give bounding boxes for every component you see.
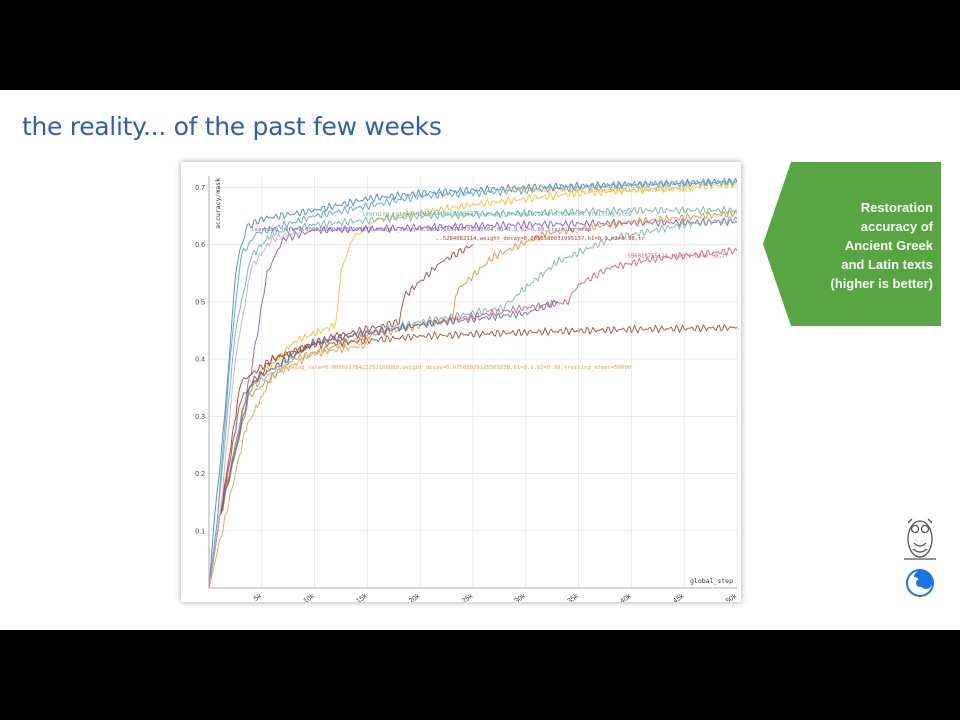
y-tick-label: 0.7 — [195, 185, 205, 192]
run-label: ..56278234,weight_decay=0.16556558002413… — [499, 187, 695, 193]
chart-annotations: learning_rate=0.0000644180655186375,weig… — [251, 187, 741, 370]
series-line — [208, 181, 738, 589]
y-tick-label: 0.5 — [195, 299, 205, 306]
callout-arrow-shape — [763, 162, 941, 326]
run-label: ..tr — [737, 325, 741, 331]
callout-line: Restoration — [860, 200, 933, 215]
series-line — [208, 227, 305, 589]
x-tick-label: 20k — [408, 593, 422, 602]
slide-title: the reality... of the past few weeks — [22, 112, 442, 141]
run-label: learning_rate=0.00001178423252166888,wei… — [278, 365, 632, 371]
owl-icon — [904, 518, 936, 560]
series-line — [208, 210, 738, 589]
x-tick-label: 35k — [566, 593, 580, 602]
x-tick-label: 15k — [355, 593, 369, 602]
chart-grid — [209, 176, 738, 588]
series-line — [208, 216, 738, 589]
slide: the reality... of the past few weeks 0.1… — [0, 90, 960, 630]
accuracy-line-chart: 0.1 0.2 0.3 0.4 0.5 0.6 0.7 5k 10k 15k 20k 25k 30k 35… — [195, 176, 741, 602]
callout-line: accuracy of — [860, 219, 933, 234]
y-tick-label: 0.1 — [195, 528, 205, 535]
run-label: ..5284082114,weight_decay=0.005858003199… — [436, 236, 645, 242]
series-line — [208, 324, 738, 589]
series-line — [208, 177, 738, 589]
y-tick-label: 0.3 — [195, 414, 205, 421]
run-label: learning_rate=0.0000644180655186375,weig… — [362, 211, 632, 217]
chart-series — [208, 177, 738, 589]
deepmind-icon — [906, 569, 934, 597]
y-tick-label: 0.4 — [195, 357, 205, 364]
series-line — [208, 205, 738, 589]
y-axis-label: accuracy/mask — [214, 178, 222, 229]
owl-logo — [894, 515, 946, 605]
x-tick-label: 30k — [514, 593, 528, 602]
x-tick-label: 25k — [461, 593, 475, 602]
x-tick-label: 10k — [302, 593, 316, 602]
series-line — [208, 340, 368, 589]
run-label: ..596818755124,b1=0.9,b2=0.98,tr — [621, 253, 729, 259]
y-tick-label: 0.2 — [195, 471, 205, 478]
callout-line: and Latin texts — [841, 257, 933, 272]
y-tick-label: 0.6 — [195, 242, 205, 249]
chart-panel: 0.1 0.2 0.3 0.4 0.5 0.6 0.7 5k 10k 15k 20k 25k 30k 35… — [181, 162, 741, 602]
x-tick-label: 40k — [619, 593, 633, 602]
x-tick-label: 50k — [725, 593, 739, 602]
series-line — [208, 177, 738, 589]
series-line — [208, 300, 558, 589]
callout-text: Restoration accuracy of Ancient Greek an… — [797, 198, 933, 293]
x-tick-label: 45k — [672, 593, 686, 602]
series-line — [208, 244, 474, 589]
chart-axes: 0.1 0.2 0.3 0.4 0.5 0.6 0.7 5k 10k 15k 20k 25k 30k 35… — [195, 176, 739, 602]
callout-line: Ancient Greek — [844, 238, 933, 253]
x-tick-label: 5k — [253, 593, 263, 602]
run-label: learning_rate=0.00001696038282123619,wei… — [251, 227, 592, 233]
x-axis-label: global_step — [690, 577, 733, 585]
callout-arrow: Restoration accuracy of Ancient Greek an… — [763, 162, 941, 326]
callout-line: (higher is better) — [830, 276, 933, 291]
